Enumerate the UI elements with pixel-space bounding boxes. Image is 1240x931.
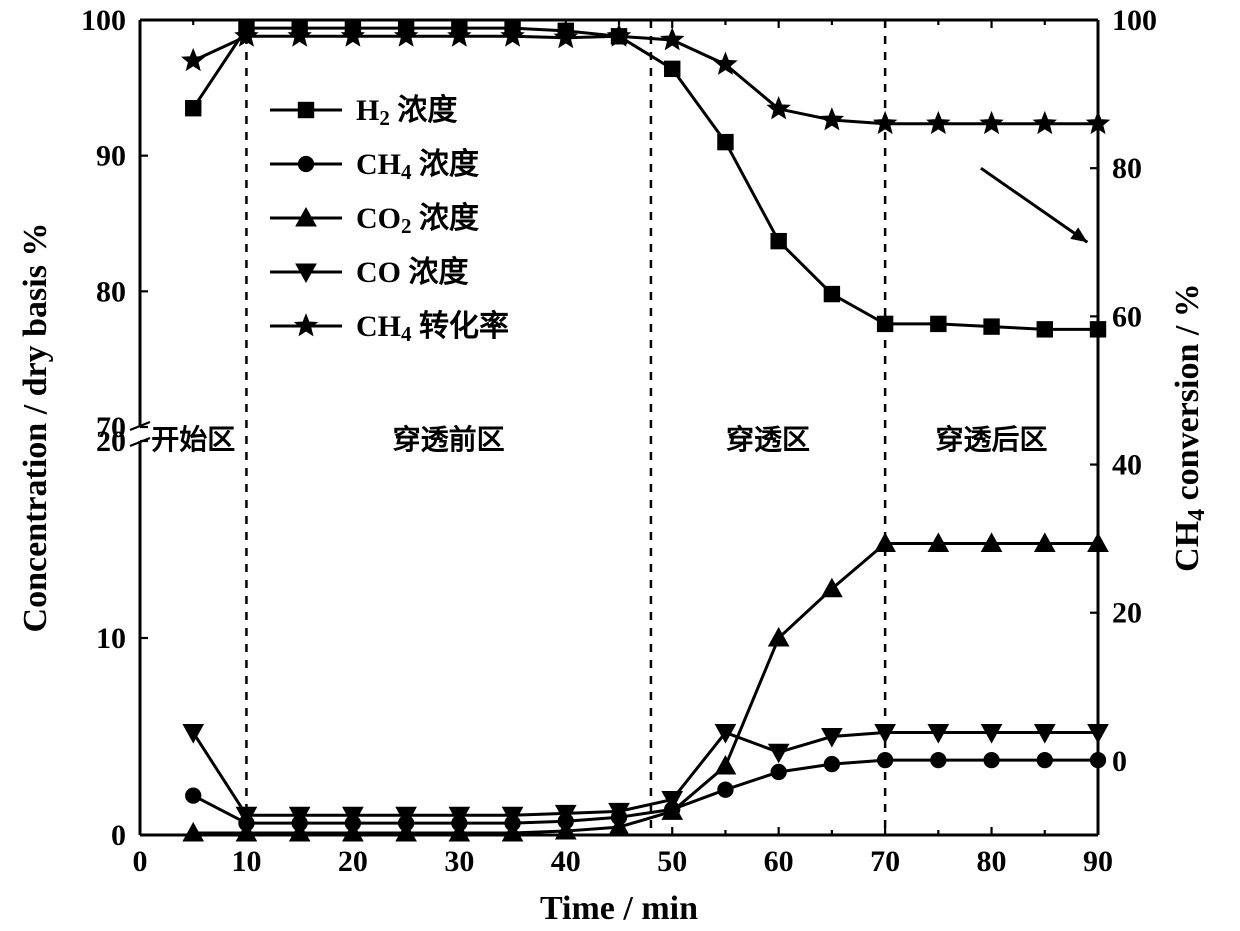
svg-text:0: 0 bbox=[1112, 745, 1127, 778]
svg-text:80: 80 bbox=[977, 845, 1007, 878]
svg-text:穿透前区: 穿透前区 bbox=[393, 423, 505, 456]
svg-text:80: 80 bbox=[96, 275, 126, 308]
svg-text:40: 40 bbox=[551, 845, 581, 878]
svg-text:H2 浓度: H2 浓度 bbox=[356, 94, 457, 130]
svg-text:90: 90 bbox=[1083, 845, 1113, 878]
svg-text:10: 10 bbox=[231, 845, 261, 878]
svg-text:CH4 转化率: CH4 转化率 bbox=[356, 310, 509, 346]
chart-svg: 0 10 20 30 40 50 60 70 80 90 Time / min 0 10 20 70 80 90… bbox=[0, 0, 1240, 931]
svg-text:20: 20 bbox=[338, 845, 368, 878]
svg-text:60: 60 bbox=[764, 845, 794, 878]
svg-text:开始区: 开始区 bbox=[151, 424, 235, 456]
svg-text:CO2 浓度: CO2 浓度 bbox=[356, 202, 479, 238]
svg-text:100: 100 bbox=[1112, 4, 1157, 37]
svg-text:0: 0 bbox=[111, 819, 126, 852]
svg-text:70: 70 bbox=[96, 411, 126, 444]
svg-text:80: 80 bbox=[1112, 152, 1142, 185]
svg-text:30: 30 bbox=[444, 845, 474, 878]
svg-text:100: 100 bbox=[81, 4, 126, 37]
chart-container: 0 10 20 30 40 50 60 70 80 90 Time / min 0 10 20 70 80 90… bbox=[0, 0, 1240, 931]
svg-text:CH4 conversion / %: CH4 conversion / % bbox=[1169, 283, 1210, 572]
svg-text:70: 70 bbox=[870, 845, 900, 878]
svg-text:50: 50 bbox=[657, 845, 687, 878]
svg-text:0: 0 bbox=[133, 845, 148, 878]
svg-text:40: 40 bbox=[1112, 449, 1142, 482]
svg-text:20: 20 bbox=[1112, 597, 1142, 630]
svg-text:CO 浓度: CO 浓度 bbox=[356, 256, 469, 289]
svg-text:穿透区: 穿透区 bbox=[726, 424, 810, 456]
svg-text:10: 10 bbox=[96, 622, 126, 655]
svg-text:90: 90 bbox=[96, 140, 126, 173]
svg-text:Time / min: Time / min bbox=[540, 890, 698, 927]
svg-text:CH4 浓度: CH4 浓度 bbox=[356, 148, 479, 184]
svg-text:穿透后区: 穿透后区 bbox=[936, 424, 1048, 456]
svg-text:60: 60 bbox=[1112, 300, 1142, 333]
svg-text:Concentration / dry basis %: Concentration / dry basis % bbox=[17, 223, 54, 633]
